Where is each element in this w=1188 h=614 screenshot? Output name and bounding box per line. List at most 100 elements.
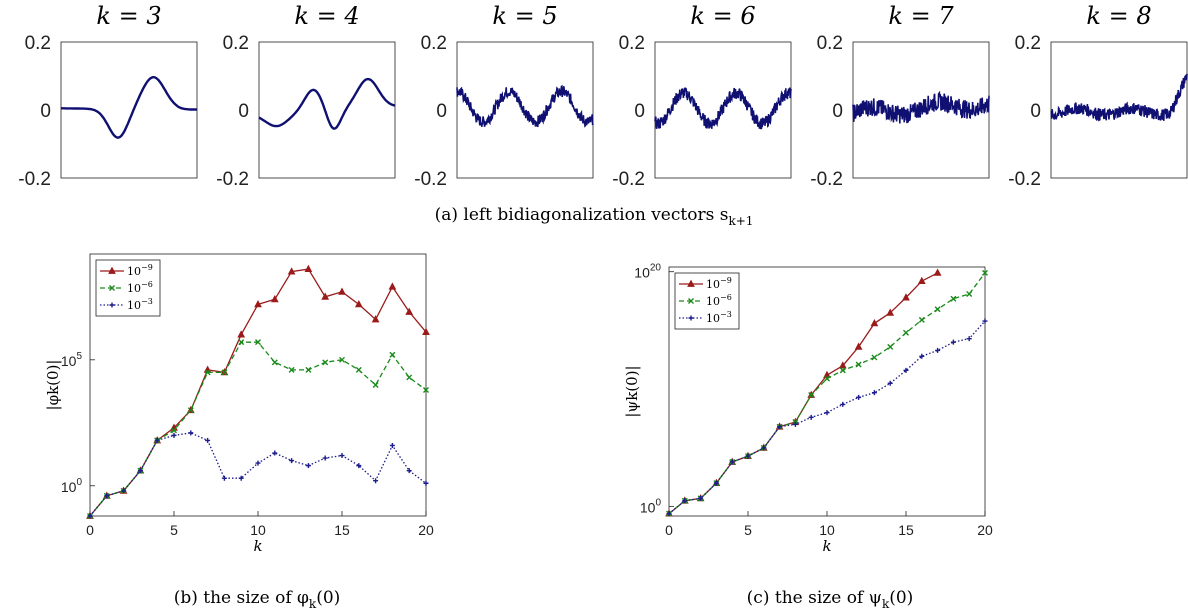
data-point xyxy=(104,493,110,499)
data-point xyxy=(902,293,910,301)
data-point xyxy=(887,343,894,350)
y-tick-label: -0.2 xyxy=(414,169,447,190)
x-axis-label: k xyxy=(253,537,262,555)
panel-title: k = 5 xyxy=(492,2,557,30)
data-point xyxy=(982,318,988,324)
data-point xyxy=(935,347,941,353)
y-tick-label: 0 xyxy=(238,101,249,122)
data-point xyxy=(903,329,909,336)
vector-line xyxy=(456,84,594,128)
y-tick-label: 0.2 xyxy=(817,33,843,54)
data-point xyxy=(919,353,925,359)
data-point xyxy=(682,498,688,504)
data-point xyxy=(321,292,330,300)
legend-label: 10−9 xyxy=(127,263,153,278)
y-tick-label: 0 xyxy=(832,101,843,122)
data-point xyxy=(777,424,783,430)
y-tick-label: 0 xyxy=(1030,101,1041,122)
data-point xyxy=(870,319,879,327)
panel-title: k = 6 xyxy=(690,2,755,30)
series-line xyxy=(668,320,986,515)
y-tick-label: 0.2 xyxy=(223,33,249,54)
vector-line xyxy=(258,77,396,130)
y-tick-label: -0.2 xyxy=(612,169,645,190)
data-point xyxy=(839,367,846,374)
y-tick-label: 0.2 xyxy=(619,33,645,54)
panel-title: k = 4 xyxy=(294,2,359,30)
data-point xyxy=(917,276,926,284)
data-point xyxy=(838,361,847,369)
x-tick-label: 5 xyxy=(170,522,178,538)
data-point xyxy=(918,316,925,323)
panel-frame xyxy=(1050,41,1188,179)
y-tick-label: 100 xyxy=(61,477,83,495)
caption-a: (a) left bidiagonalization vectors sk+1 xyxy=(435,205,754,228)
data-point xyxy=(687,279,695,287)
chart-psi: 0 5 10 15 20 k 1020 100 |ψk(0)| 10−9 10−6 10−3 xyxy=(623,263,993,555)
data-point xyxy=(322,359,329,366)
legend-box xyxy=(674,272,740,330)
panel-title: k = 8 xyxy=(1086,2,1151,30)
y-tick-label: -0.2 xyxy=(810,169,843,190)
data-point xyxy=(121,488,127,494)
legend-label: 10−6 xyxy=(706,293,732,308)
data-point xyxy=(698,495,704,501)
data-point xyxy=(792,421,798,427)
data-point xyxy=(271,359,278,366)
data-point xyxy=(108,266,116,274)
data-point xyxy=(171,432,177,438)
x-axis-label: k xyxy=(822,537,831,555)
data-point xyxy=(903,367,909,373)
panel-frame xyxy=(456,41,594,179)
series-line xyxy=(89,432,427,517)
vector-panel: k = 6 0.2 0 -0.2 xyxy=(612,2,792,190)
data-point xyxy=(354,300,363,308)
data-point xyxy=(137,468,143,474)
data-point xyxy=(154,437,160,443)
data-point xyxy=(339,453,345,459)
data-point xyxy=(255,339,261,346)
y-tick-label: 100 xyxy=(640,498,662,516)
legend-label: 10−9 xyxy=(706,276,732,291)
y-tick-label: 105 xyxy=(61,351,83,369)
vector-panel: k = 5 0.2 0 -0.2 xyxy=(414,2,594,190)
data-point xyxy=(423,387,429,394)
data-point xyxy=(966,336,972,342)
data-point xyxy=(406,374,413,381)
legend-label: 10−3 xyxy=(127,297,153,312)
data-point xyxy=(933,268,942,276)
data-point xyxy=(109,302,115,308)
vector-panel: k = 7 0.2 0 -0.2 xyxy=(810,2,990,190)
y-tick-label: 0 xyxy=(40,101,51,122)
data-point xyxy=(688,298,694,304)
x-tick-label: 15 xyxy=(334,522,350,538)
y-tick-label: 0.2 xyxy=(25,33,51,54)
data-point xyxy=(729,459,735,465)
data-point xyxy=(422,327,430,335)
vector-panel: k = 3 0.2 0 -0.2 xyxy=(18,2,198,190)
y-tick-label: 0 xyxy=(634,101,645,122)
vector-line xyxy=(61,76,197,139)
y-tick-label: -0.2 xyxy=(18,169,51,190)
data-point xyxy=(950,295,957,302)
data-point xyxy=(305,366,312,373)
data-point xyxy=(356,463,362,469)
data-point xyxy=(221,475,227,481)
data-point xyxy=(808,392,815,399)
data-point xyxy=(886,308,895,316)
data-point xyxy=(423,480,429,486)
y-tick-label: -0.2 xyxy=(1008,169,1041,190)
data-point xyxy=(950,339,956,345)
legend-label: 10−3 xyxy=(706,310,732,325)
data-point xyxy=(272,450,278,456)
data-point xyxy=(982,269,988,276)
legend-box xyxy=(95,259,161,317)
y-tick-label: 0.2 xyxy=(421,33,447,54)
x-tick-label: 5 xyxy=(744,522,752,538)
x-tick-label: 10 xyxy=(250,522,266,538)
y-tick-label: 0 xyxy=(436,101,447,122)
data-point xyxy=(322,455,328,461)
panel-frame xyxy=(60,41,198,179)
vector-line xyxy=(852,90,990,124)
